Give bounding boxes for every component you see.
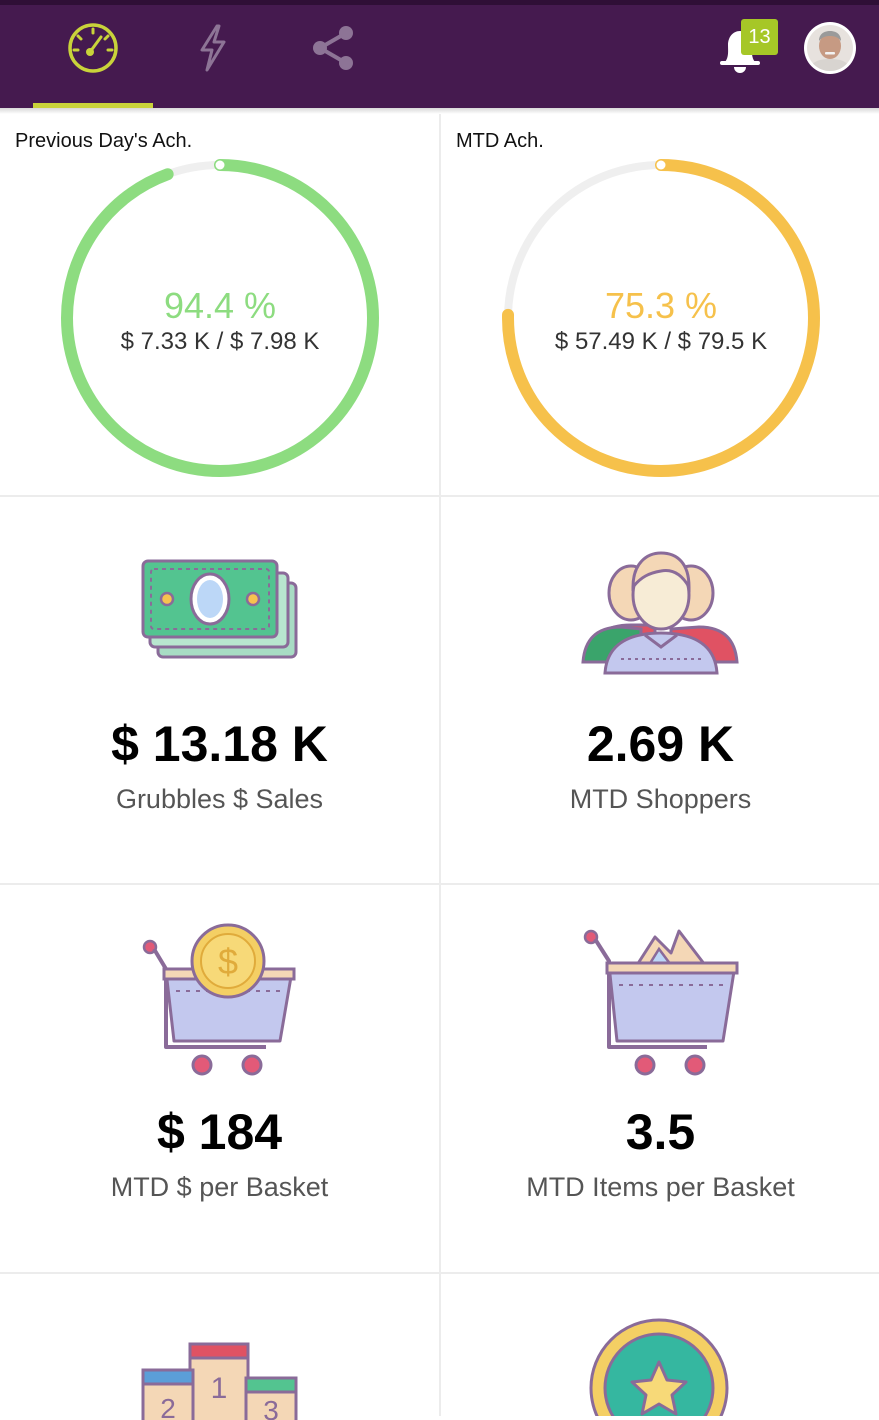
tile-rewards[interactable] xyxy=(441,1274,879,1416)
gauge-amounts: $ 57.49 K / $ 79.5 K xyxy=(554,328,768,355)
active-tab-indicator xyxy=(33,103,153,108)
avatar[interactable] xyxy=(804,22,856,74)
gauge-title-previous-day: Previous Day's Ach. xyxy=(15,130,193,152)
previous-day-gauge[interactable]: 94.4 % $ 7.33 K / $ 7.98 K xyxy=(59,157,381,479)
row-divider xyxy=(0,495,879,497)
tab-share[interactable] xyxy=(301,16,365,80)
notification-badge: 13 xyxy=(741,19,778,55)
tile-value: 3.5 xyxy=(625,1104,696,1160)
money-stack-icon xyxy=(141,559,298,659)
tile-ranking[interactable]: 1 2 3 xyxy=(0,1274,439,1420)
speedometer-icon xyxy=(68,23,118,73)
shoppers-icon xyxy=(581,551,739,675)
column-divider xyxy=(439,114,441,1416)
row-divider xyxy=(0,883,879,885)
top-app-bar: 13 xyxy=(0,0,879,108)
user-photo-icon xyxy=(807,25,853,71)
tile-value: $ 184 xyxy=(156,1104,283,1160)
header-shadow xyxy=(0,108,879,114)
tile-label: MTD Items per Basket xyxy=(526,1172,795,1202)
cart-items-icon xyxy=(583,929,739,1076)
svg-text:2: 2 xyxy=(160,1393,176,1420)
mtd-gauge[interactable]: 75.3 % $ 57.49 K / $ 79.5 K xyxy=(500,157,822,479)
gauge-percent: 75.3 % xyxy=(604,285,718,326)
tile-label: MTD Shoppers xyxy=(569,784,752,814)
svg-text:$: $ xyxy=(218,941,238,982)
gauge-title-mtd: MTD Ach. xyxy=(456,130,544,152)
gauge-start-dot xyxy=(656,160,666,170)
star-medal-icon xyxy=(589,1318,729,1416)
tile-label: MTD $ per Basket xyxy=(110,1172,329,1202)
share-icon xyxy=(313,26,353,70)
gauge-start-dot xyxy=(215,160,225,170)
svg-text:1: 1 xyxy=(211,1372,228,1405)
cart-coin-icon: $ xyxy=(142,923,296,1076)
row-divider xyxy=(0,1272,879,1274)
tile-value: $ 13.18 K xyxy=(111,716,328,772)
tab-dashboard[interactable] xyxy=(61,16,125,80)
tile-label: Grubbles $ Sales xyxy=(115,784,324,814)
tile-sales[interactable]: $ 13.18 K Grubbles $ Sales xyxy=(0,497,439,883)
lightning-icon xyxy=(200,24,226,72)
tile-shoppers[interactable]: 2.69 K MTD Shoppers xyxy=(441,497,879,883)
gauge-amounts: $ 7.33 K / $ 7.98 K xyxy=(120,328,320,355)
tile-items-per-basket[interactable]: 3.5 MTD Items per Basket xyxy=(441,885,879,1272)
svg-text:3: 3 xyxy=(263,1395,279,1420)
gauge-percent: 94.4 % xyxy=(163,285,277,326)
tile-dollar-per-basket[interactable]: $ $ 184 MTD $ per Basket xyxy=(0,885,439,1272)
tab-activity[interactable] xyxy=(181,16,245,80)
status-strip xyxy=(0,0,879,5)
podium-icon: 1 2 3 xyxy=(141,1342,298,1420)
tile-value: 2.69 K xyxy=(586,716,735,772)
